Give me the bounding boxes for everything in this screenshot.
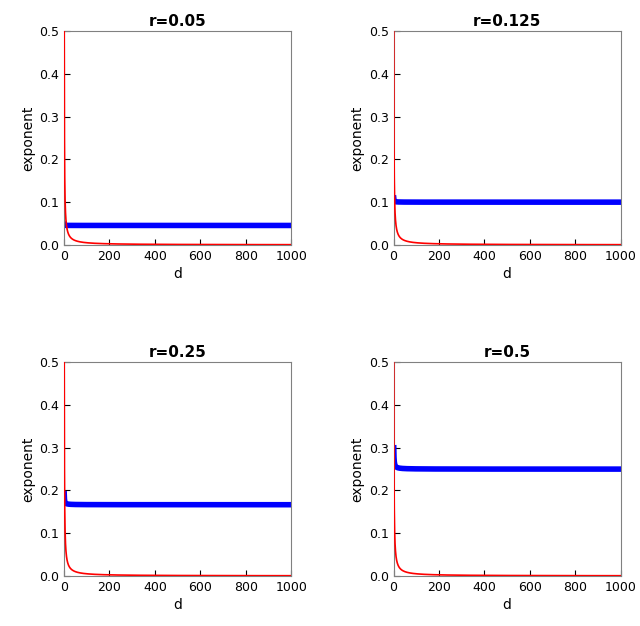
Y-axis label: exponent: exponent: [21, 436, 35, 502]
X-axis label: d: d: [503, 267, 511, 281]
Y-axis label: exponent: exponent: [21, 105, 35, 171]
Title: r=0.25: r=0.25: [148, 345, 207, 360]
X-axis label: d: d: [503, 598, 511, 612]
X-axis label: d: d: [173, 598, 182, 612]
Title: r=0.05: r=0.05: [148, 14, 207, 29]
Y-axis label: exponent: exponent: [351, 436, 365, 502]
Title: r=0.5: r=0.5: [484, 345, 531, 360]
X-axis label: d: d: [173, 267, 182, 281]
Title: r=0.125: r=0.125: [473, 14, 541, 29]
Y-axis label: exponent: exponent: [351, 105, 365, 171]
